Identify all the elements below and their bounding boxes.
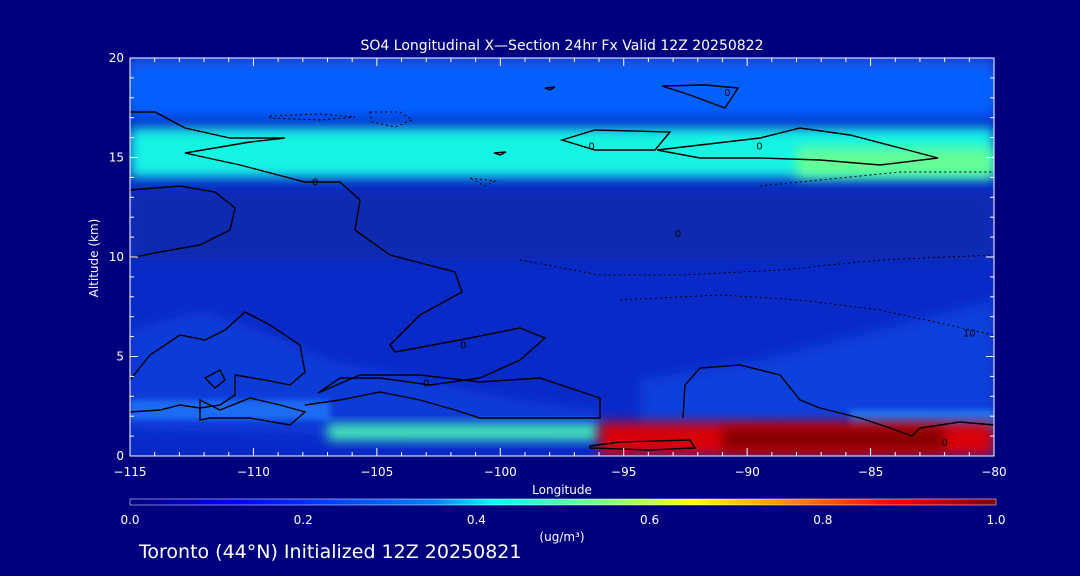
contour-east-blip-2 <box>493 151 507 156</box>
dashed-contour-5 <box>519 254 994 276</box>
contour-east-low <box>682 364 994 437</box>
x-tick-label: −100 <box>484 465 517 479</box>
y-tick-label: 15 <box>109 151 124 165</box>
contour-west-loop <box>199 397 307 426</box>
colorbar-tick-label: 0.4 <box>467 513 486 527</box>
y-tick-label: 5 <box>116 350 124 364</box>
chart-title: SO4 Longitudinal X—Section 24hr Fx Valid… <box>361 38 764 54</box>
contour-west-mid <box>130 185 236 259</box>
x-axis: −115 −110 −105 −100 −95 −90 −85 −80 <box>114 58 1007 479</box>
dashed-contour-3 <box>469 177 497 187</box>
colorbar-tick-label: 0.6 <box>640 513 659 527</box>
dashed-contour-4 <box>759 171 994 187</box>
y-tick-label: 10 <box>109 250 124 264</box>
dashed-contour-1 <box>269 113 356 121</box>
colorbar-tick-label: 0.2 <box>294 513 313 527</box>
dashed-contour-6 <box>619 294 994 336</box>
colorbar-units: (ug/m³) <box>539 530 584 544</box>
contour-east-top <box>661 84 740 109</box>
contour-east-surface <box>589 439 697 451</box>
contour-label: 0 <box>756 142 762 153</box>
colorbar-tick-label: 0.0 <box>120 513 139 527</box>
y-tick-label: 0 <box>116 449 124 463</box>
dashed-contour-2 <box>369 111 414 128</box>
contour-west-high <box>130 111 601 419</box>
x-tick-label: −115 <box>114 465 147 479</box>
contour-label: 10 <box>963 329 976 340</box>
field-band-mid-dark <box>130 190 994 260</box>
field-band-3 <box>327 424 600 441</box>
contour-west-blip <box>203 369 226 389</box>
contour-label: 0 <box>460 341 466 352</box>
field-east-midlayer <box>640 300 994 430</box>
colorbar <box>129 498 997 506</box>
field-band-2 <box>130 67 994 118</box>
contour-label: 0 <box>423 378 429 389</box>
contour-label: 0 <box>312 177 318 188</box>
contour-label: 0 <box>941 438 947 449</box>
x-tick-label: −90 <box>734 465 759 479</box>
y-axis: 0 5 10 15 20 <box>109 51 994 463</box>
contour-east-high-1 <box>559 129 672 151</box>
x-tick-label: −110 <box>237 465 270 479</box>
contour-west-low <box>130 311 306 413</box>
colorbar-tick-label: 0.8 <box>813 513 832 527</box>
contour-label: 0 <box>588 142 594 153</box>
contour-east-blip-1 <box>544 86 556 91</box>
colorbar-ticks: 0.0 0.2 0.4 0.6 0.8 1.0 <box>120 513 1005 527</box>
contour-east-high-2 <box>656 127 939 166</box>
colorbar-tick-label: 1.0 <box>986 513 1005 527</box>
plot-area: 0 0 0 0 0 0 0 0 10 <box>130 58 994 456</box>
y-tick-label: 20 <box>109 51 124 65</box>
x-tick-label: −95 <box>611 465 636 479</box>
field-band-5 <box>722 428 945 451</box>
contour-label: 0 <box>724 88 730 99</box>
x-tick-label: −85 <box>858 465 883 479</box>
y-axis-label: Altitude (km) <box>87 219 101 298</box>
footer-caption: Toronto (44°N) Initialized 12Z 20250821 <box>139 541 522 563</box>
x-tick-label: −80 <box>981 465 1006 479</box>
contour-label: 0 <box>675 229 681 240</box>
x-tick-label: −105 <box>360 465 393 479</box>
x-axis-label: Longitude <box>532 483 592 497</box>
